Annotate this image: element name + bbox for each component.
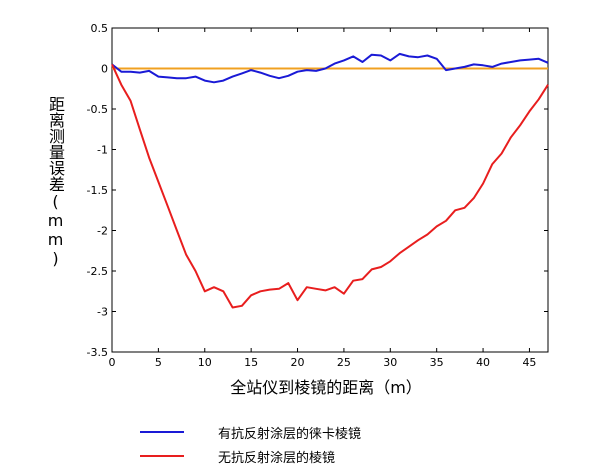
x-tick-label: 25: [337, 356, 351, 369]
y-tick-label: -1.5: [87, 184, 108, 197]
y-tick-label: -3: [97, 306, 108, 319]
y-tick-label: -3.5: [87, 346, 108, 359]
x-tick-label: 10: [198, 356, 212, 369]
y-tick-label: 0: [101, 63, 108, 76]
y-tick-label: -2: [97, 225, 108, 238]
x-tick-label: 30: [383, 356, 397, 369]
legend: 有抗反射涂层的徕卡棱镜 无抗反射涂层的棱镜: [140, 420, 361, 468]
plot-frame: [111, 27, 549, 353]
y-axis-label: 距离测量误差(mm): [46, 96, 65, 268]
plot-area: 0 5 10 15 20 25 30 35 40 45 0.5 0 -0.5 -1 -1.5 -2 -2.5 -3…: [87, 22, 549, 369]
x-axis-label: 全站仪到棱镜的距离（m）: [230, 378, 422, 397]
legend-item-series-2: 无抗反射涂层的棱镜: [140, 444, 361, 468]
x-tick-label: 20: [291, 356, 305, 369]
y-tick-label: -0.5: [87, 103, 108, 116]
x-tick-label: 40: [476, 356, 490, 369]
x-tick-label: 15: [244, 356, 258, 369]
legend-label-series-1: 有抗反射涂层的徕卡棱镜: [218, 426, 362, 442]
legend-item-series-1: 有抗反射涂层的徕卡棱镜: [140, 420, 361, 444]
y-tick-label: -2.5: [87, 265, 108, 278]
x-tick-label: 5: [155, 356, 162, 369]
series-line-1: [111, 52, 549, 84]
series-line-2: [111, 63, 549, 309]
x-tick-label: 35: [430, 356, 444, 369]
x-tick-label: 0: [109, 356, 116, 369]
legend-label-series-2: 无抗反射涂层的棱镜: [218, 450, 336, 466]
y-tick-label: 0.5: [91, 22, 109, 35]
legend-swatch-series-2: [140, 455, 184, 457]
legend-swatch-series-1: [140, 431, 184, 433]
x-tick-label: 45: [522, 356, 536, 369]
y-tick-label: -1: [97, 144, 108, 157]
